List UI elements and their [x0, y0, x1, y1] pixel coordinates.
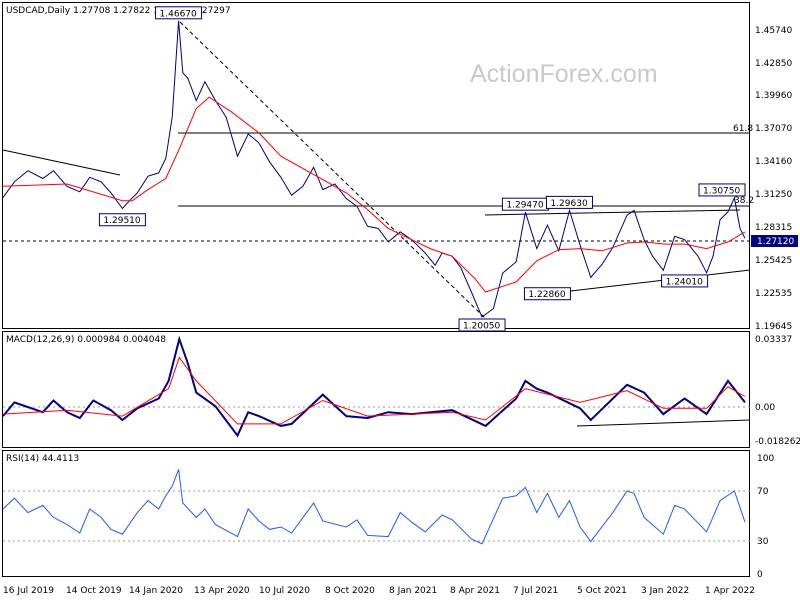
annotation-label: 1.46670 — [160, 9, 197, 19]
fib-38-2-label: 38.2 — [734, 196, 754, 206]
x-tick: 5 Oct 2021 — [577, 586, 627, 596]
macd-series-layer — [2, 335, 746, 438]
x-tick: 16 Jul 2019 — [3, 586, 54, 596]
x-tick: 7 Jul 2021 — [513, 586, 558, 596]
rsi-y-tick: 30 — [757, 537, 769, 547]
macd-panel-title: MACD(12,26,9) 0.000984 0.004048 — [6, 335, 166, 345]
price-level-annotation: 1.29510 — [98, 213, 146, 227]
annotation-box — [698, 183, 746, 197]
price-y-axis: 1.45740 1.42850 1.39960 1.37070 1.34160 … — [755, 26, 792, 332]
annotation-label: 1.24010 — [666, 277, 703, 287]
price-level-annotation: 1.46670 — [155, 6, 203, 20]
rsi-series-line — [2, 469, 746, 545]
annotation-box — [458, 318, 506, 332]
downtrend-line-2019 — [2, 149, 121, 176]
macd-y-axis: 0.03337 0.00 -0.018262 — [755, 335, 800, 447]
x-tick: 10 Jul 2020 — [259, 586, 310, 596]
rsi-y-tick: 0 — [757, 570, 763, 580]
annotation-label: 1.22860 — [528, 290, 565, 300]
price-level-annotation: 1.22860 — [523, 287, 571, 301]
annotation-box — [98, 213, 146, 227]
rsi-panel-title: RSI(14) 44.4113 — [6, 454, 79, 464]
x-tick: 14 Oct 2019 — [66, 586, 122, 596]
price-level-annotation: 1.20050 — [458, 318, 506, 332]
x-tick: 14 Jan 2020 — [129, 586, 183, 596]
fib-61-8-label: 61.8 — [733, 124, 753, 134]
signal-series-line — [2, 356, 746, 425]
annotation-box — [661, 274, 709, 288]
price-panel-title: USDCAD,Daily 1.27708 1.27822 1.27268 1.2… — [6, 6, 231, 16]
x-tick: 8 Jan 2021 — [389, 586, 437, 596]
annotation-label: 1.29630 — [550, 199, 587, 209]
x-tick: 8 Oct 2020 — [325, 586, 375, 596]
rsi-panel-frame — [2, 450, 750, 577]
price-y-tick: 1.28315 — [755, 223, 792, 233]
macd-y-tick: 0.03337 — [755, 335, 792, 345]
price-level-annotation: 1.29470 — [501, 197, 549, 211]
annotation-label: 1.30750 — [703, 186, 740, 196]
price-level-annotation: 1.30750 — [698, 183, 746, 197]
current-price-label: 1.27120 — [757, 237, 794, 247]
price-y-tick: 1.25425 — [755, 256, 792, 266]
price-y-tick: 1.45740 — [755, 26, 792, 36]
ma-series-line — [2, 96, 746, 293]
dashed-downtrend-line — [179, 21, 486, 319]
price-level-annotation: 1.24010 — [661, 274, 709, 288]
x-tick: 8 Apr 2021 — [450, 586, 500, 596]
annotation-label: 1.20050 — [463, 321, 500, 331]
macd-y-tick: -0.018262 — [755, 437, 800, 447]
annotation-box — [523, 287, 571, 301]
x-tick: 3 Jan 2022 — [641, 586, 689, 596]
macd-series-line — [2, 335, 746, 438]
x-tick: 13 Apr 2020 — [194, 586, 250, 596]
price-y-tick: 1.37070 — [755, 124, 792, 134]
rsi-y-tick: 70 — [757, 487, 769, 497]
macd-support-line — [576, 419, 751, 427]
price-y-tick: 1.39960 — [755, 91, 792, 101]
annotation-label: 1.29470 — [506, 201, 543, 211]
price-level-annotation: 1.29630 — [545, 195, 593, 209]
price-y-tick: 1.42850 — [755, 59, 792, 69]
price-panel-frame — [2, 2, 750, 329]
macd-y-tick: 0.00 — [755, 403, 775, 413]
resistance-line — [484, 209, 741, 216]
price-y-tick: 1.19645 — [755, 322, 792, 332]
annotation-box — [545, 195, 593, 209]
price-y-tick: 1.31250 — [755, 190, 792, 200]
macd-panel-frame — [2, 331, 750, 448]
price-y-tick: 1.34160 — [755, 157, 792, 167]
rsi-y-tick: 100 — [757, 454, 774, 464]
price-y-tick: 1.22535 — [755, 289, 792, 299]
rsi-series-layer — [2, 469, 746, 545]
price-annotations-layer: 1.46670 1.29510 1.20050 1.29470 1.29630 1.228… — [98, 6, 746, 332]
annotation-box — [155, 6, 203, 20]
price-series-layer — [2, 20, 746, 318]
rsi-y-axis: 100 70 30 0 — [757, 454, 774, 580]
annotation-label: 1.29510 — [103, 216, 140, 226]
watermark: ActionForex.com — [470, 60, 658, 88]
x-tick: 1 Apr 2022 — [705, 586, 755, 596]
price-series-line — [2, 20, 746, 318]
current-price-box — [751, 235, 798, 247]
price-drawings — [2, 21, 751, 542]
x-axis: 16 Jul 2019 14 Oct 2019 14 Jan 2020 13 A… — [3, 586, 755, 596]
